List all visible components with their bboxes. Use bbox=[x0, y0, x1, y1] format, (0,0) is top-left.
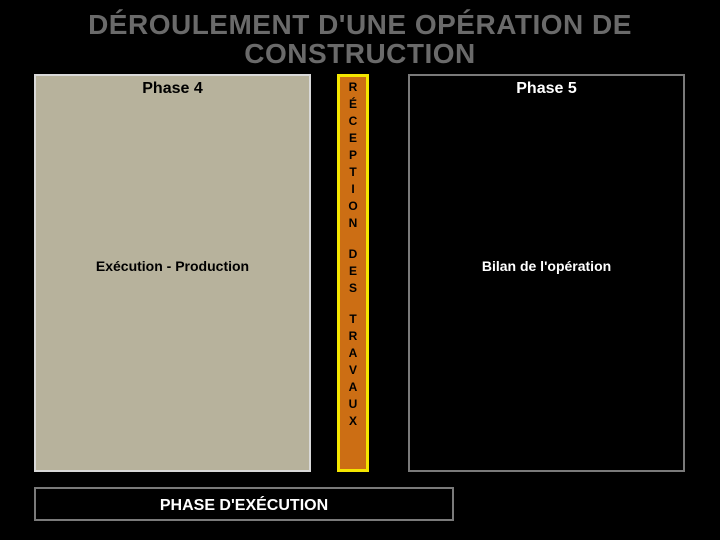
title-line1: DÉROULEMENT D'UNE OPÉRATION DE bbox=[0, 10, 720, 39]
bottom-bar-label: PHASE D'EXÉCUTION bbox=[160, 497, 328, 514]
center-letter: É bbox=[340, 96, 366, 113]
center-letter: R bbox=[340, 328, 366, 345]
center-letter: I bbox=[340, 181, 366, 198]
center-letter: P bbox=[340, 147, 366, 164]
center-letter: V bbox=[340, 362, 366, 379]
center-gap bbox=[340, 297, 366, 311]
phase5-header: Phase 5 bbox=[410, 80, 683, 98]
center-letter: X bbox=[340, 413, 366, 430]
center-letter: C bbox=[340, 113, 366, 130]
phase5-box: Phase 5 Bilan de l'opération bbox=[408, 74, 685, 472]
slide: DÉROULEMENT D'UNE OPÉRATION DE CONSTRUCT… bbox=[0, 0, 720, 540]
phase4-header: Phase 4 bbox=[36, 80, 309, 98]
center-letter: R bbox=[340, 79, 366, 96]
center-letter: A bbox=[340, 379, 366, 396]
phase5-subtitle: Bilan de l'opération bbox=[410, 258, 683, 274]
center-column: RÉCEPTIONDESTRAVAUX bbox=[337, 74, 369, 472]
center-letter: E bbox=[340, 130, 366, 147]
center-letter: N bbox=[340, 215, 366, 232]
center-letter: A bbox=[340, 345, 366, 362]
center-letter: S bbox=[340, 280, 366, 297]
center-letter: O bbox=[340, 198, 366, 215]
phase4-subtitle: Exécution - Production bbox=[36, 258, 309, 274]
slide-title: DÉROULEMENT D'UNE OPÉRATION DE CONSTRUCT… bbox=[0, 10, 720, 69]
center-gap bbox=[340, 232, 366, 246]
bottom-bar: PHASE D'EXÉCUTION bbox=[34, 487, 454, 521]
center-letter: T bbox=[340, 164, 366, 181]
title-line2: CONSTRUCTION bbox=[0, 39, 720, 68]
center-letter: U bbox=[340, 396, 366, 413]
phase4-box: Phase 4 Exécution - Production bbox=[34, 74, 311, 472]
center-letter: E bbox=[340, 263, 366, 280]
center-letter: T bbox=[340, 311, 366, 328]
center-letter: D bbox=[340, 246, 366, 263]
